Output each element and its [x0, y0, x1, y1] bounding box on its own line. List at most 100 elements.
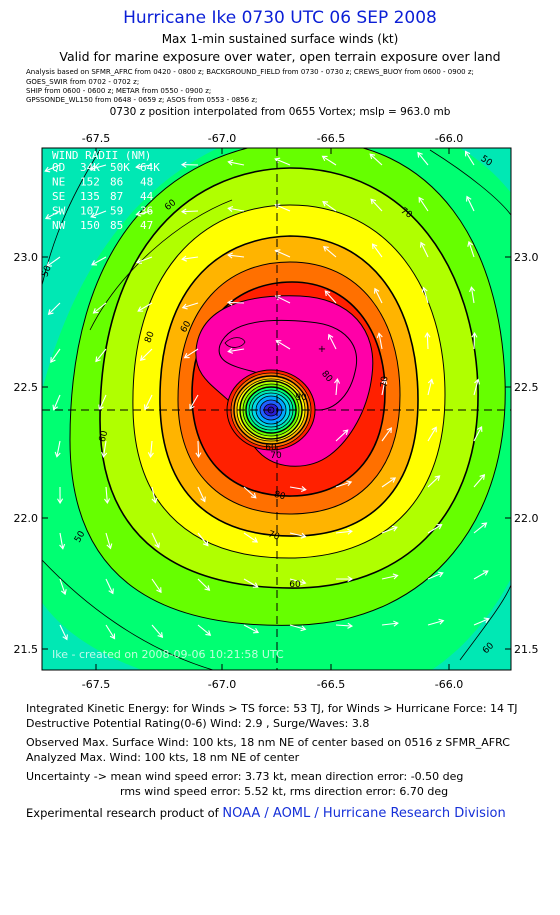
- wind-vector-head: [275, 340, 282, 346]
- wind-vector-head: [474, 378, 481, 385]
- wind-vector-head: [47, 309, 54, 315]
- wind-vector-head: [466, 195, 472, 202]
- source-line-3: SHIP from 0600 - 0600 z; METAR from 0550…: [26, 87, 212, 95]
- wind-vector: [50, 348, 61, 363]
- wind-vector: [381, 526, 398, 534]
- contour-50-ne: [429, 149, 511, 216]
- wind-vector: [275, 204, 291, 212]
- wind-vector: [275, 249, 291, 258]
- wind-vector-head: [109, 633, 116, 640]
- wind-vector-head: [322, 201, 329, 207]
- wind-radii-rows: QD 34K 50K 64K NE 152 86 48 SE 135 87 44 SW 107 59 36 NW…: [52, 161, 160, 232]
- wind-vector: [151, 578, 162, 593]
- wind-vector-head: [60, 589, 67, 596]
- wind-vector: [420, 242, 429, 258]
- wind-vector: [243, 532, 258, 543]
- wind-vector: [335, 481, 352, 488]
- lon-top-label: -67.0: [208, 132, 236, 145]
- credit-line: Experimental research product of NOAA / …: [26, 806, 506, 821]
- wind-vector-head: [91, 260, 98, 266]
- wind-vector-head: [52, 404, 59, 411]
- lon-bottom-label: -66.5: [317, 678, 345, 691]
- wind-vector: [56, 440, 61, 457]
- wind-vector: [44, 164, 61, 172]
- wind-vector-head: [424, 331, 431, 338]
- lat-left-label: 21.5: [14, 643, 39, 656]
- observed-max-wind: Observed Max. Surface Wind: 100 kts, 18 …: [26, 736, 510, 749]
- wind-vector: [149, 440, 153, 457]
- wind-vector: [144, 394, 153, 410]
- wind-vector-head: [227, 347, 234, 354]
- wind-contours: [42, 148, 511, 670]
- wind-vector-head: [62, 634, 68, 641]
- wind-vector-head: [106, 543, 113, 550]
- dpr-line: Destructive Potential Rating(0-6) Wind: …: [26, 717, 370, 730]
- wind-vector-head: [376, 332, 383, 339]
- wind-radii-header-cell: QD: [52, 161, 65, 174]
- wind-vector-head: [154, 542, 160, 549]
- wind-radii-cell: NE: [52, 176, 65, 189]
- wind-vector: [59, 578, 66, 595]
- lat-left-label: 23.0: [14, 251, 39, 264]
- wind-radii-header-cell: 64K: [140, 161, 160, 174]
- credit-org-link[interactable]: NOAA / AOML / Hurricane Research Divisio…: [222, 806, 506, 821]
- wind-radii-cell: 152: [80, 176, 100, 189]
- wind-vector-head: [347, 575, 354, 583]
- wind-vector-head: [321, 155, 328, 162]
- wind-vector: [369, 153, 383, 166]
- wind-vector: [46, 256, 61, 267]
- wind-vector: [322, 201, 337, 212]
- wind-vector-head: [57, 498, 64, 505]
- lon-bottom-label: -66.0: [435, 678, 463, 691]
- wind-radii-table: WIND RADII (NM) QD 34K 50K 64K NE 152 86 48 SE 13…: [52, 149, 160, 232]
- wind-radii-cell: 107: [80, 205, 100, 218]
- wind-vector: [335, 429, 349, 442]
- wind-vector-head: [227, 252, 233, 259]
- wind-vector-head: [391, 525, 398, 532]
- wind-vector-head: [471, 331, 478, 338]
- wind-vector: [228, 161, 245, 166]
- wind-radii-cell: 150: [80, 219, 100, 232]
- wind-vector: [275, 295, 291, 304]
- wind-vectors: [44, 150, 490, 641]
- wind-vector-head: [300, 532, 307, 539]
- wind-vector-head: [252, 537, 259, 543]
- wind-vector: [381, 379, 386, 396]
- wind-vector-head: [204, 585, 211, 591]
- wind-vector-head: [135, 210, 142, 217]
- wind-vector-head: [90, 212, 97, 219]
- subtitle-exposure: Valid for marine exposure over water, op…: [59, 49, 501, 64]
- wind-vector-head: [392, 573, 399, 580]
- wind-radii-header-cell: 34K: [80, 161, 100, 174]
- wind-vector: [323, 246, 337, 258]
- wind-vector: [151, 486, 156, 503]
- wind-vector-head: [371, 243, 378, 250]
- contour-45: [42, 559, 215, 670]
- wind-vector-head: [156, 587, 162, 594]
- contour-label: 70: [380, 375, 391, 388]
- wind-vector: [59, 532, 64, 549]
- wind-vector: [151, 624, 163, 638]
- wind-vector-head: [157, 632, 164, 638]
- wind-vector: [473, 332, 476, 350]
- wind-vector: [427, 475, 440, 488]
- wind-vector-head: [252, 582, 259, 588]
- wind-radii-cell: SW: [52, 205, 66, 218]
- contour-extra-55: [89, 199, 233, 331]
- lon-ticks: -67.5 -67.0 -66.5 -66.0 -67.5 -67.0 -66.…: [82, 132, 463, 691]
- wind-radii-cell: SE: [52, 190, 65, 203]
- wind-vector: [228, 348, 245, 353]
- wind-vector: [466, 196, 475, 212]
- wind-vector-head: [437, 571, 444, 578]
- wind-vector: [289, 486, 306, 491]
- wind-vector-head: [327, 333, 334, 340]
- lon-top-label: -66.5: [317, 132, 345, 145]
- wind-radii-cell: 47: [140, 219, 153, 232]
- wind-vector-head: [202, 540, 209, 547]
- wind-vector: [372, 243, 383, 258]
- source-line-4: GPSSONDE_WL150 from 0648 - 0659 z; ASOS …: [26, 96, 258, 104]
- wind-vector: [322, 155, 337, 166]
- wind-vector-head: [373, 287, 380, 294]
- wind-vector-head: [139, 355, 146, 362]
